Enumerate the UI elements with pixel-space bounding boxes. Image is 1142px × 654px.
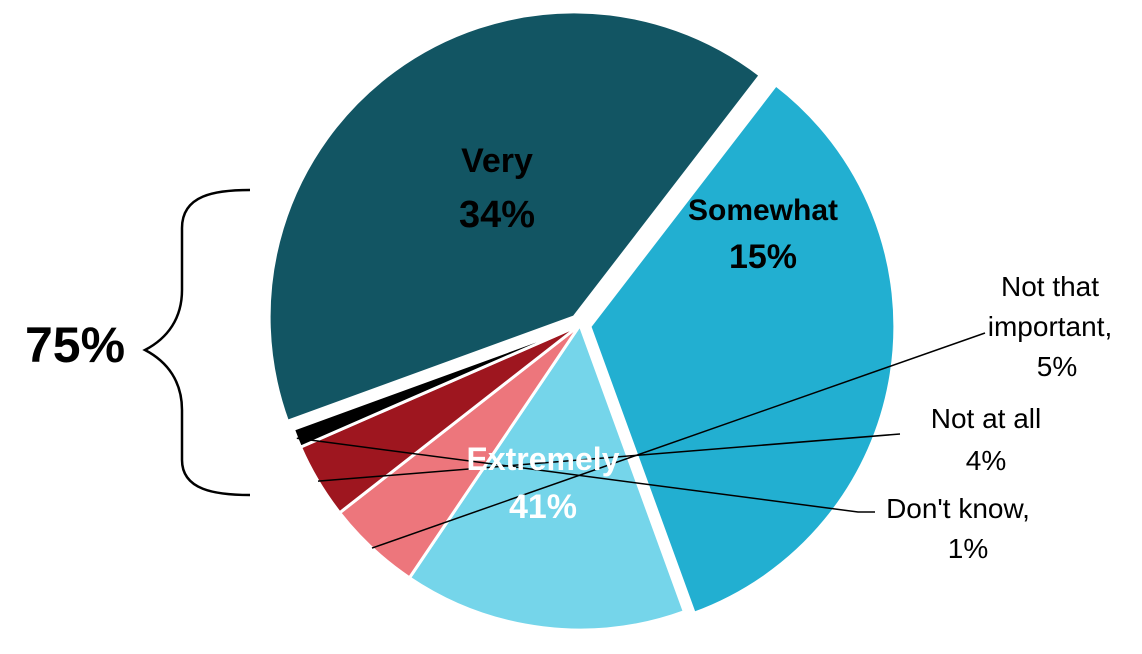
slice-label-dont-know-value: 1% xyxy=(948,533,988,564)
slice-label-not-at-all-value: 4% xyxy=(966,445,1006,476)
leader-line-dont-know xyxy=(296,437,875,513)
slice-label-very-value: 34% xyxy=(459,194,535,236)
leader-line-not-that-important xyxy=(371,332,986,549)
slice-label-extremely-value: 41% xyxy=(509,488,577,526)
slice-somewhat xyxy=(407,321,687,632)
leader-line-not-at-all xyxy=(317,433,901,482)
slice-dont-know xyxy=(291,323,581,450)
slice-label-not-that-important-line2: important, xyxy=(988,311,1113,342)
slice-label-extremely-category: Extremely xyxy=(467,441,620,477)
slice-label-dont-know-category: Don't know, xyxy=(886,493,1030,524)
slice-label-very-category: Very xyxy=(461,142,533,180)
annotation-total: 75% xyxy=(25,317,125,373)
slice-label-not-that-important-value: 5% xyxy=(1037,351,1077,382)
slice-label-not-that-important-line1: Not that xyxy=(1001,271,1099,302)
slice-very xyxy=(588,82,897,616)
slice-label-not-at-all-category: Not at all xyxy=(931,403,1042,434)
pie-slices xyxy=(267,10,897,632)
slice-label-somewhat-category: Somewhat xyxy=(688,194,838,227)
leader-lines xyxy=(296,332,986,549)
slice-label-somewhat-value: 15% xyxy=(729,238,797,276)
bracket-annotation xyxy=(142,188,251,497)
slice-extremely xyxy=(267,10,763,424)
